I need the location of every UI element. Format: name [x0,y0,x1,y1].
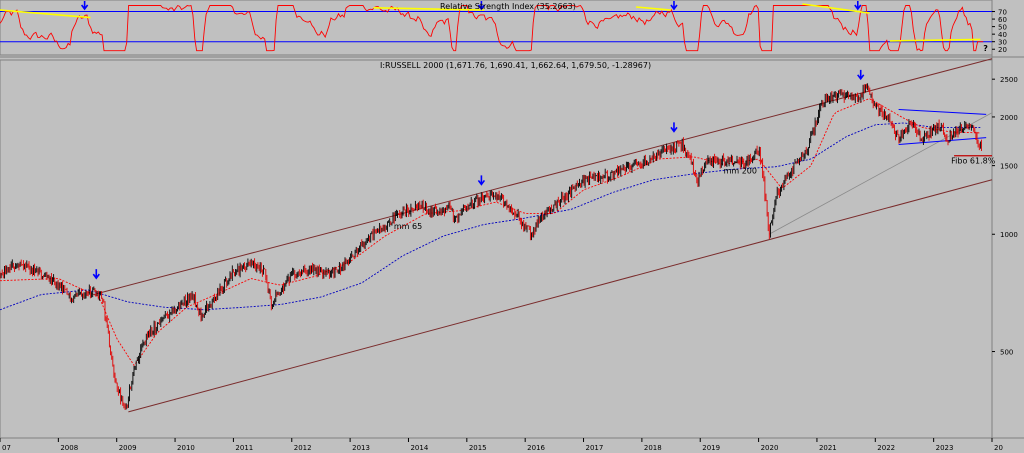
rsi-question-mark: ? [983,44,988,53]
time-tick-label: 2017 [586,444,604,452]
channel-lower-line [128,179,993,413]
time-tick-label: 07 [2,444,11,452]
main-panel [0,59,993,439]
time-tick-label: 2011 [235,444,253,452]
price-tick-label: 1000 [1000,231,1018,239]
rsi-divergence-line [889,38,981,42]
rsi-divergence-line [373,6,485,11]
time-tick-label: 2023 [936,444,954,452]
ma200-label: mm 200 [724,167,757,176]
triangle-lower-line [898,137,987,145]
time-tick-label: 2018 [644,444,662,452]
time-tick-label: 2009 [119,444,137,452]
time-tick-label: 2013 [352,444,370,452]
peak-arrow-mark [857,69,865,81]
candlestick-group [0,83,982,410]
channel-upper-line [93,58,993,296]
price-tick-label: 2500 [1000,76,1018,84]
rsi-y-tick-label: 50 [998,24,1007,32]
rsi-arrow-mark [80,1,89,11]
rsi-divergence-line [0,9,91,19]
price-tick-label: 2000 [1000,114,1018,122]
peak-arrow-mark [92,269,100,280]
triangle-upper-line [898,108,987,115]
rsi-divergence-line [802,3,870,14]
fibo-label: Fibo 61.8% [951,156,996,165]
ma65-label: mm 65 [394,222,422,231]
rsi-y-tick-label: 20 [998,46,1007,54]
main-title: I:RUSSELL 2000 (1,671.76, 1,690.41, 1,66… [380,61,651,70]
rsi-divergence-line [635,6,672,11]
rsi-y-tick-label: 60 [998,16,1007,24]
price-tick-label: 500 [1000,349,1013,357]
time-tick-label: 2008 [60,444,78,452]
time-tick-label: 20 [994,444,1003,452]
rsi-arrow-mark [477,1,486,11]
rsi-y-tick-label: 70 [998,9,1007,17]
time-tick-label: 2019 [702,444,720,452]
rsi-y-tick-label: 40 [998,31,1007,39]
ma65-line [0,98,981,367]
peak-arrow-mark [670,122,678,133]
time-tick-label: 2022 [877,444,895,452]
time-tick-label: 2014 [410,444,428,452]
peak-arrow-mark [477,175,486,186]
rsi-y-tick-label: 30 [998,39,1007,47]
time-tick-label: 2020 [761,444,779,452]
time-tick-label: 2021 [819,444,837,452]
price-tick-label: 1500 [1000,163,1018,171]
time-tick-label: 2012 [294,444,312,452]
rsi-title: Relative Strength Index (35.2663) [440,2,576,11]
ma200-line [0,122,981,311]
rsi-arrow-mark [670,1,678,11]
time-tick-label: 2016 [527,444,545,452]
time-tick-label: 2010 [177,444,195,452]
rsi-arrow-mark [854,1,862,11]
time-tick-label: 2015 [469,444,487,452]
